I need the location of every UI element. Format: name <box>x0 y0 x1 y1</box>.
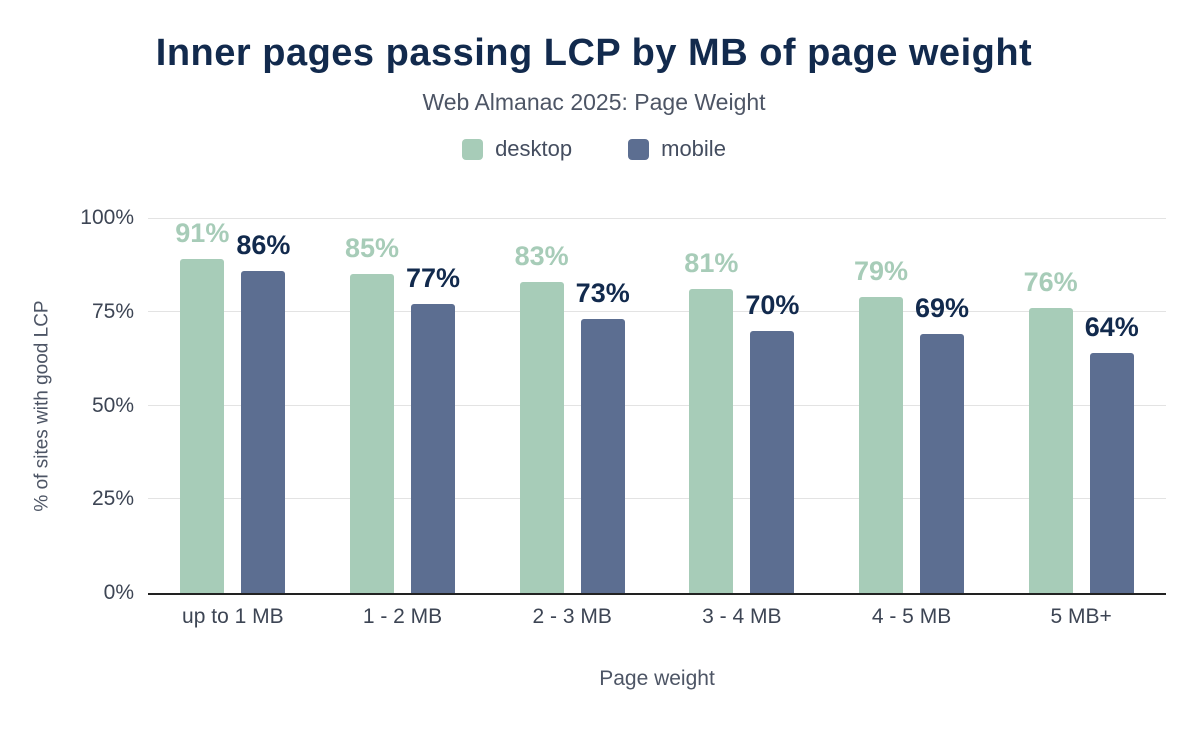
bar-group: 76% 64% <box>996 218 1166 593</box>
desktop-bar-column: 91% <box>175 218 229 593</box>
legend-item-mobile: mobile <box>628 136 726 162</box>
y-tick-label: 100% <box>80 206 134 229</box>
legend-swatch-mobile <box>628 138 650 160</box>
mobile-bar <box>750 330 795 593</box>
y-axis-ticks: 0% 25% 50% 75% 100% <box>64 206 148 604</box>
y-axis-title: % of sites with good LCP <box>32 299 53 512</box>
x-tick-label: 4 - 5 MB <box>871 605 952 628</box>
y-tick-label: 25% <box>91 487 134 511</box>
mobile-value-label: 86% <box>236 229 291 260</box>
gridline <box>148 218 1166 219</box>
desktop-value-label: 76% <box>1023 267 1078 297</box>
mobile-bar-column: 64% <box>1085 218 1139 593</box>
x-tick-label: 5 MB+ <box>1050 605 1112 628</box>
y-axis-title-container: % of sites with good LCP <box>22 218 64 593</box>
x-tick-label: up to 1 MB <box>182 605 284 628</box>
x-tick-label: 3 - 4 MB <box>702 605 782 628</box>
mobile-bar <box>920 334 965 593</box>
desktop-bar <box>349 274 394 593</box>
mobile-bar-column: 69% <box>915 218 969 593</box>
plot-region: % of sites with good LCP 0% 25% 50% 75% 100%… <box>22 206 1166 629</box>
desktop-bar-column: 85% <box>345 218 399 593</box>
plot-column: 91% 86% 85% 77% 83% 73% 81% 70% 79% 69% 76% 64% up … <box>148 218 1166 629</box>
desktop-bar-column: 76% <box>1024 218 1078 593</box>
y-tick-label: 0% <box>103 581 134 604</box>
chart-subtitle: Web Almanac 2025: Page Weight <box>422 89 766 115</box>
legend-item-desktop: desktop <box>462 136 572 162</box>
mobile-bar-column: 77% <box>406 218 460 593</box>
legend: desktop mobile <box>22 136 1166 162</box>
legend-label: desktop <box>495 136 573 161</box>
bar-group: 85% 77% <box>318 218 488 593</box>
x-axis-title: Page weight <box>599 667 715 690</box>
desktop-bar <box>1028 308 1073 593</box>
desktop-value-label: 79% <box>853 255 909 286</box>
mobile-value-label: 69% <box>915 293 970 324</box>
y-tick-label: 50% <box>91 393 134 417</box>
desktop-bar-column: 81% <box>684 218 738 593</box>
mobile-value-label: 73% <box>575 278 630 309</box>
bar-group: 83% 73% <box>487 218 657 593</box>
plot-area: 91% 86% 85% 77% 83% 73% 81% 70% 79% 69% 76% 64% <box>148 218 1166 595</box>
gridline <box>148 310 1166 312</box>
chart-title: Inner pages passing LCP by MB of page we… <box>155 32 1033 74</box>
gridline <box>148 404 1166 406</box>
mobile-bar-column: 73% <box>576 218 630 593</box>
bar-group: 91% 86% <box>148 218 318 593</box>
desktop-value-label: 83% <box>514 240 569 271</box>
y-tick-label: 75% <box>91 299 134 323</box>
x-axis-ticks: up to 1 MB 1 - 2 MB 2 - 3 MB 3 - 4 MB 4 - 5 … <box>148 605 1166 629</box>
desktop-bar-column: 79% <box>854 218 908 593</box>
desktop-value-label: 85% <box>344 233 399 264</box>
desktop-bar-column: 83% <box>515 218 569 593</box>
mobile-bar <box>411 304 456 593</box>
legend-label: mobile <box>661 136 726 161</box>
x-tick-label: 2 - 3 MB <box>532 605 612 628</box>
mobile-bar-column: 70% <box>745 218 799 593</box>
mobile-bar-column: 86% <box>236 218 290 593</box>
mobile-bar <box>580 319 625 593</box>
desktop-bar <box>180 259 225 593</box>
desktop-bar <box>519 281 564 593</box>
mobile-value-label: 70% <box>745 289 800 320</box>
desktop-value-label: 81% <box>684 248 739 279</box>
legend-swatch-desktop <box>462 138 484 160</box>
bar-group: 81% 70% <box>657 218 827 593</box>
desktop-bar <box>689 289 734 593</box>
mobile-value-label: 77% <box>406 263 461 294</box>
mobile-value-label: 64% <box>1084 312 1139 342</box>
desktop-bar <box>858 296 903 593</box>
bar-group: 79% 69% <box>827 218 997 593</box>
gridline <box>148 498 1166 500</box>
x-axis-title-container: Page weight <box>148 667 1166 691</box>
mobile-bar <box>1089 353 1134 593</box>
x-tick-label: 1 - 2 MB <box>362 605 443 628</box>
desktop-value-label: 91% <box>175 218 230 248</box>
mobile-bar <box>241 270 286 593</box>
